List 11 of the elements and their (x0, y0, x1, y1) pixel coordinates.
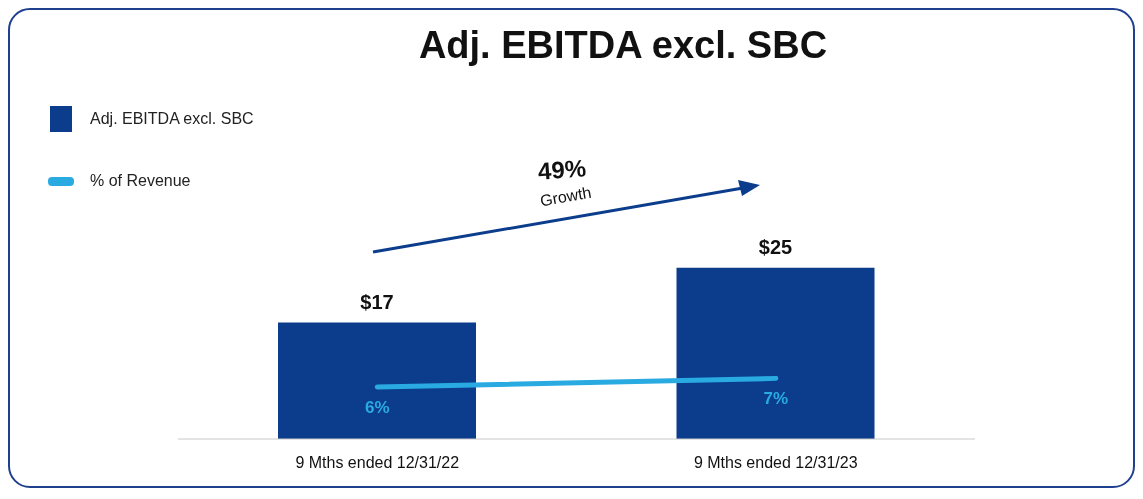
data-label: $25 (758, 235, 793, 258)
data-label: 6% (364, 398, 390, 418)
x-tick-label: 9 Mths ended 12/31/22 (295, 454, 460, 472)
data-label: $17 (360, 290, 394, 313)
x-tick-label: 9 Mths ended 12/31/23 (693, 454, 858, 472)
legend-label: Adj. EBITDA excl. SBC (90, 110, 254, 128)
text: Growth (538, 183, 593, 211)
legend-label: % of Revenue (90, 172, 191, 190)
text: 49% (537, 154, 587, 186)
data-label: 7% (763, 389, 789, 409)
chart-title: Adj. EBITDA excl. SBC (417, 24, 829, 67)
